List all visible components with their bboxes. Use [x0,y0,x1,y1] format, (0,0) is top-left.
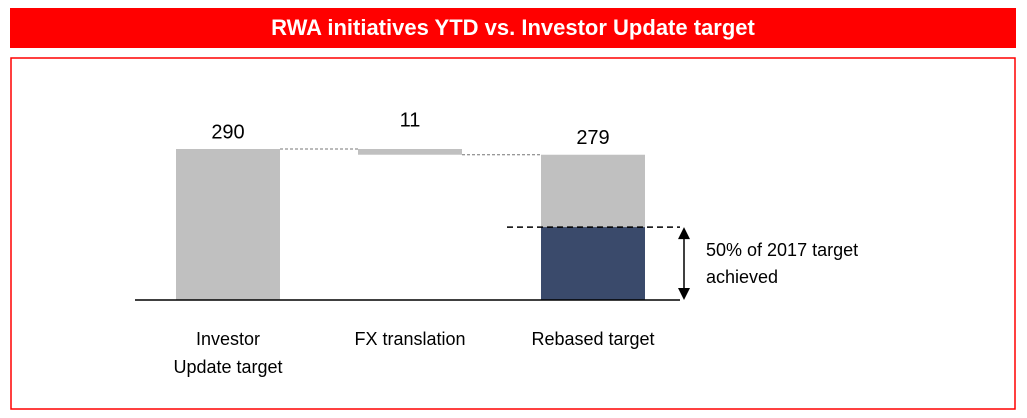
arrow-head [678,288,690,300]
bar [176,149,280,300]
chart-title: RWA initiatives YTD vs. Investor Update … [271,15,755,40]
value-label: 290 [211,121,244,143]
achieved-bar [541,227,645,300]
annotation: achieved [706,267,778,287]
value-label: 11 [400,109,421,131]
bar [358,149,462,155]
x-tick-label: FX translation [354,329,465,349]
title-bar [10,8,1016,48]
x-tick-label: Investor [196,329,260,349]
frame [10,57,1016,410]
x-tick-label: Update target [173,357,282,377]
value-label: 279 [576,127,609,149]
annotation: 50% of 2017 target [706,240,858,260]
x-tick-label: Rebased target [531,329,654,349]
arrow-head [678,227,690,240]
